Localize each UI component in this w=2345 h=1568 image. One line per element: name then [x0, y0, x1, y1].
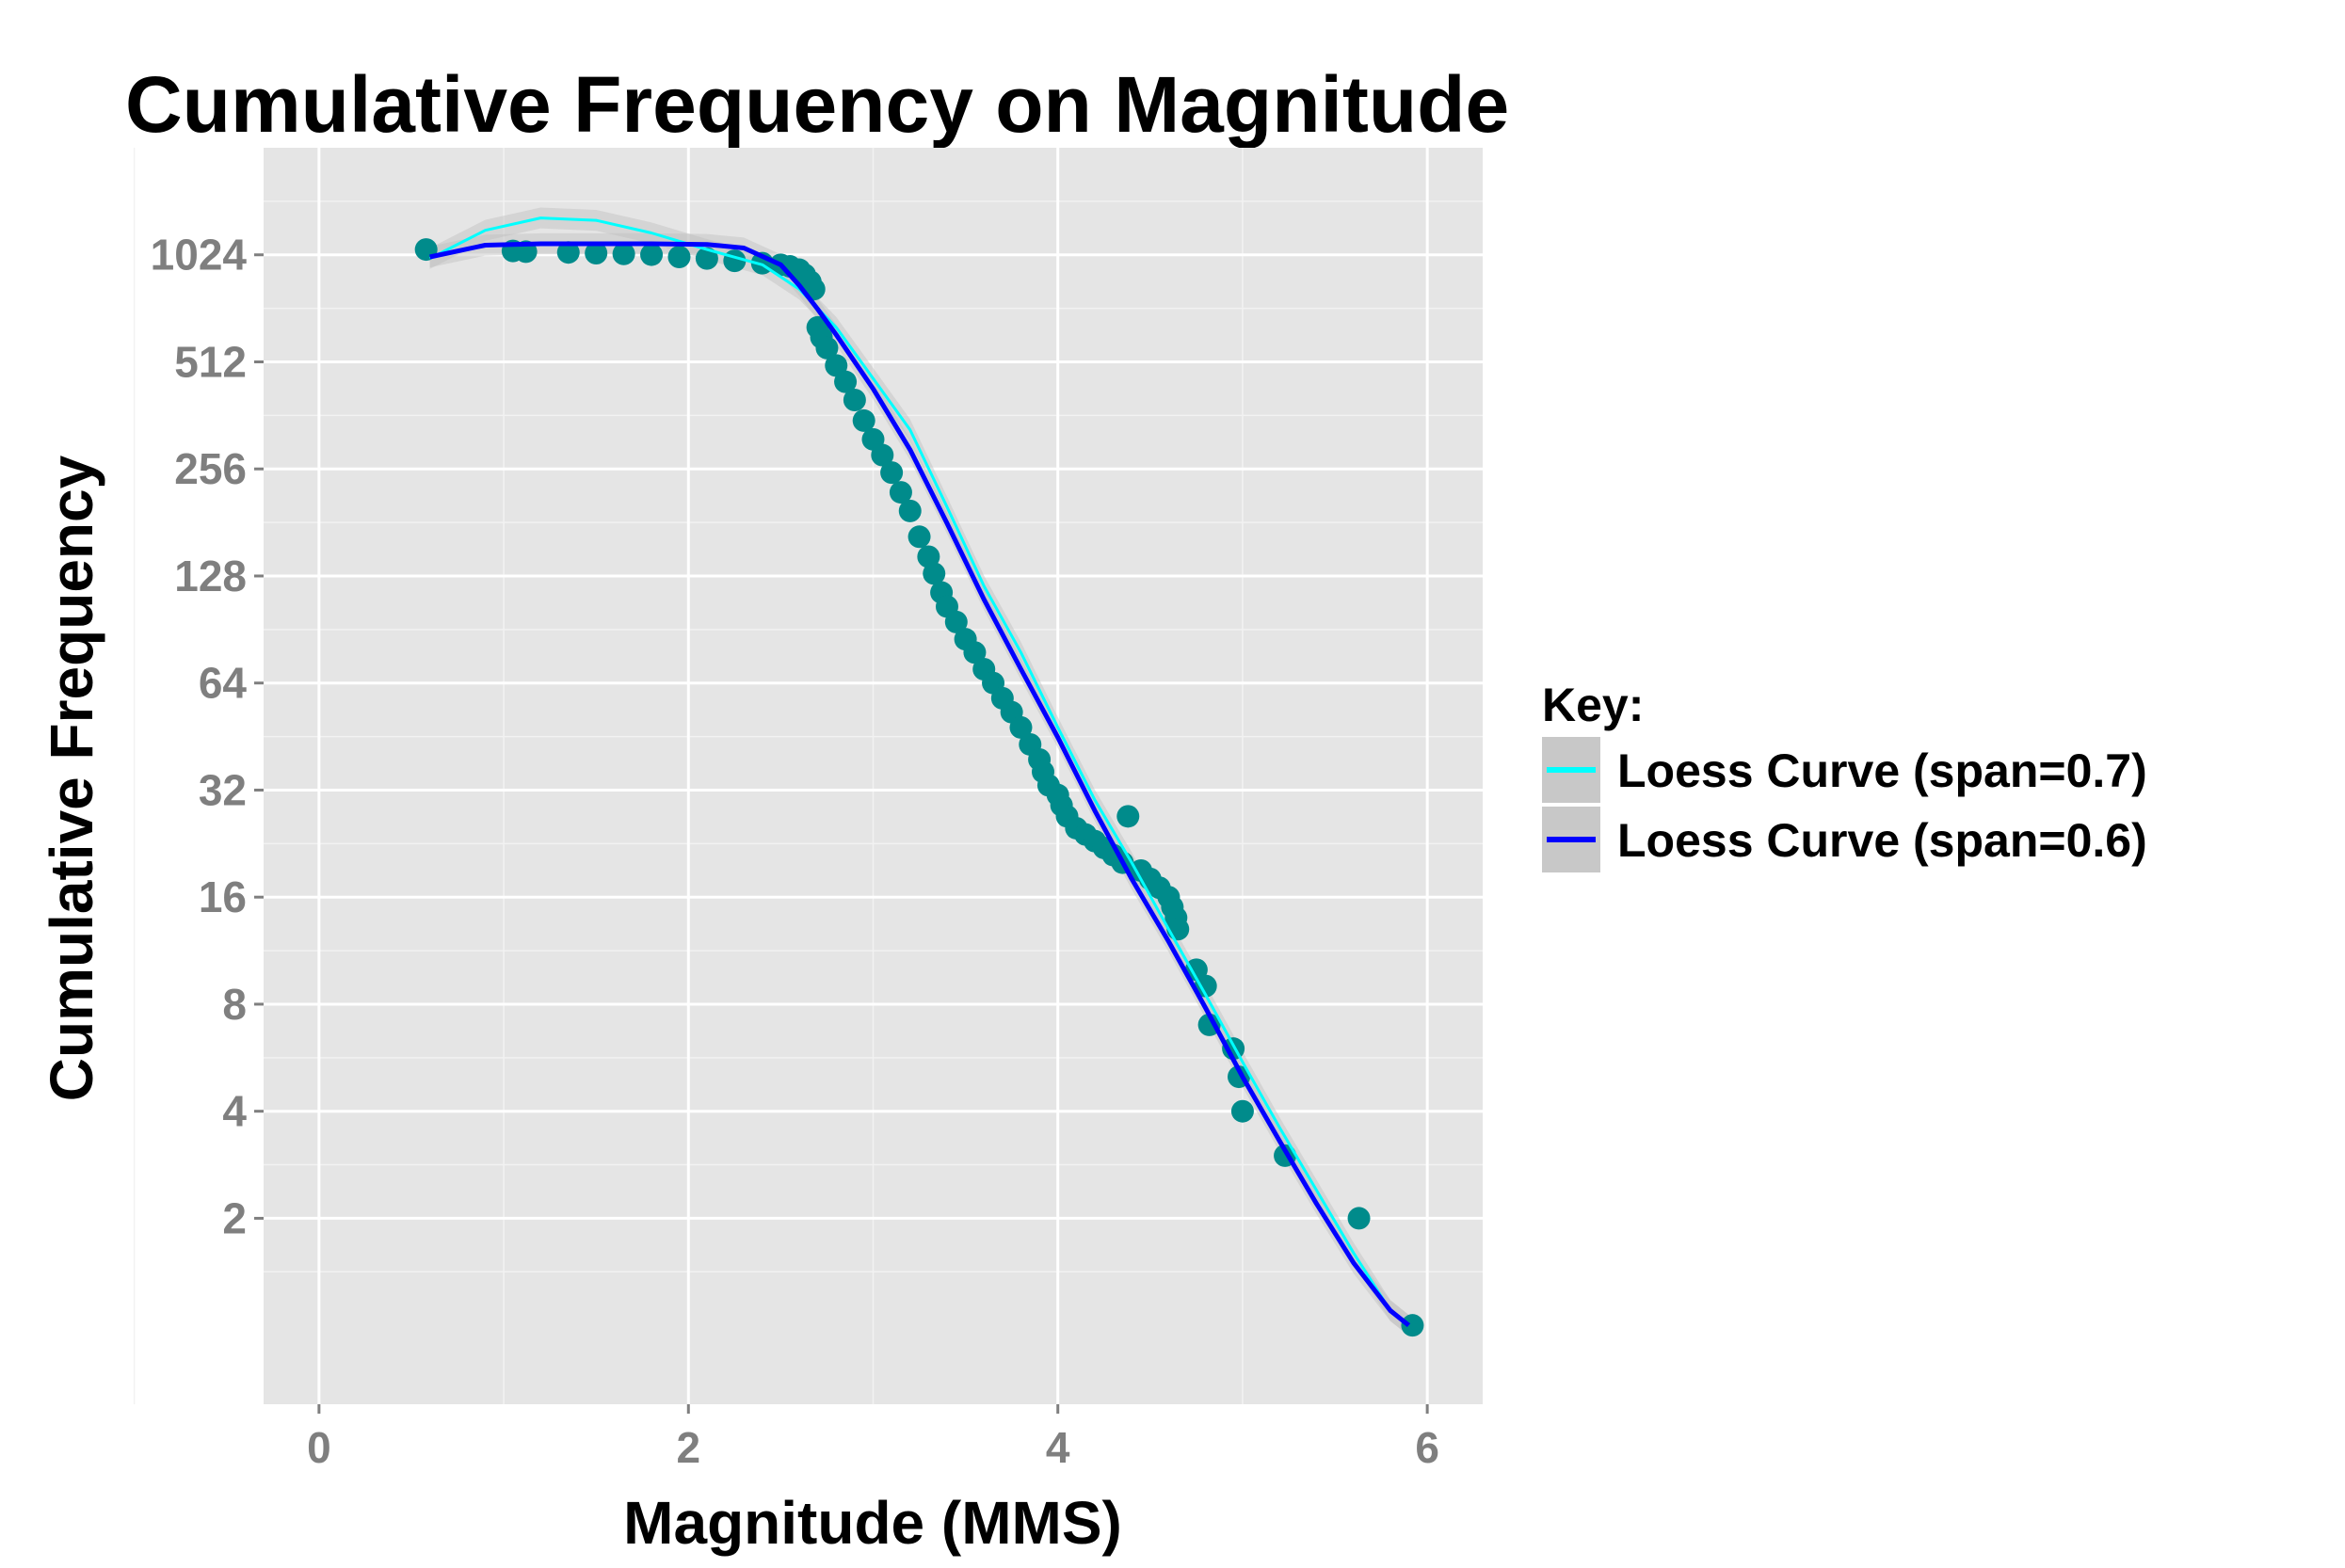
- data-point: [963, 641, 987, 664]
- data-point: [1116, 805, 1140, 828]
- y-tick-label: 128: [174, 552, 247, 600]
- data-point: [843, 388, 866, 411]
- y-tick-label: 4: [222, 1087, 247, 1136]
- data-point: [880, 461, 904, 485]
- chart-title: Cumulative Frequency on Magnitude: [125, 60, 1509, 149]
- legend-label-span-06: Loess Curve (span=0.6): [1617, 814, 2147, 867]
- data-point: [944, 610, 968, 633]
- y-tick-label: 1024: [151, 231, 248, 280]
- data-point: [871, 443, 894, 467]
- y-axis: 2 4 8 16 32 64 128 256 512 1024: [151, 231, 264, 1242]
- legend: Key: Loess Curve (span=0.7) Loess Curve …: [1542, 679, 2147, 872]
- data-point: [1009, 715, 1033, 739]
- data-point: [815, 336, 839, 360]
- x-tick-label: 2: [676, 1423, 700, 1472]
- legend-entry-span-06: Loess Curve (span=0.6): [1542, 807, 2147, 872]
- loess-curves: [428, 216, 1411, 1328]
- x-axis: 0 2 4 6: [307, 1404, 1439, 1472]
- y-tick-label: 16: [199, 872, 247, 921]
- data-point: [907, 525, 931, 549]
- x-tick-label: 0: [307, 1423, 331, 1472]
- data-point: [612, 242, 635, 265]
- y-tick-label: 512: [174, 337, 247, 386]
- loess-curve-span-06: [429, 241, 1411, 1328]
- data-point: [923, 562, 946, 585]
- data-point: [695, 247, 718, 270]
- y-tick-label: 2: [222, 1193, 247, 1242]
- data-point: [889, 481, 912, 504]
- data-point: [1401, 1314, 1424, 1337]
- y-tick-label: 256: [174, 444, 247, 493]
- data-point: [723, 249, 747, 273]
- data-point: [834, 370, 858, 393]
- data-point: [898, 499, 922, 522]
- legend-title: Key:: [1542, 679, 1644, 731]
- x-axis-title: Magnitude (MMS): [623, 1489, 1122, 1557]
- legend-label-span-07: Loess Curve (span=0.7): [1617, 744, 2147, 797]
- data-point: [585, 241, 608, 264]
- x-tick-label: 4: [1046, 1423, 1070, 1472]
- data-point: [640, 243, 664, 266]
- data-point: [852, 408, 875, 432]
- data-point: [1347, 1207, 1371, 1230]
- major-gridlines: [264, 148, 1483, 1404]
- data-point: [1197, 1013, 1221, 1036]
- y-axis-title: Cumulative Frequency: [38, 455, 105, 1101]
- y-tick-label: 32: [199, 765, 247, 814]
- data-point: [556, 241, 580, 264]
- y-tick-label: 8: [222, 980, 247, 1029]
- y-tick-label: 64: [199, 659, 248, 708]
- loess-curve-span-07: [428, 216, 1410, 1327]
- x-tick-label: 6: [1415, 1423, 1439, 1472]
- minor-gridlines: [133, 148, 1483, 1404]
- data-point: [667, 246, 691, 269]
- legend-entry-span-07: Loess Curve (span=0.7): [1542, 737, 2147, 803]
- data-point: [1194, 974, 1217, 998]
- data-point: [1230, 1099, 1254, 1123]
